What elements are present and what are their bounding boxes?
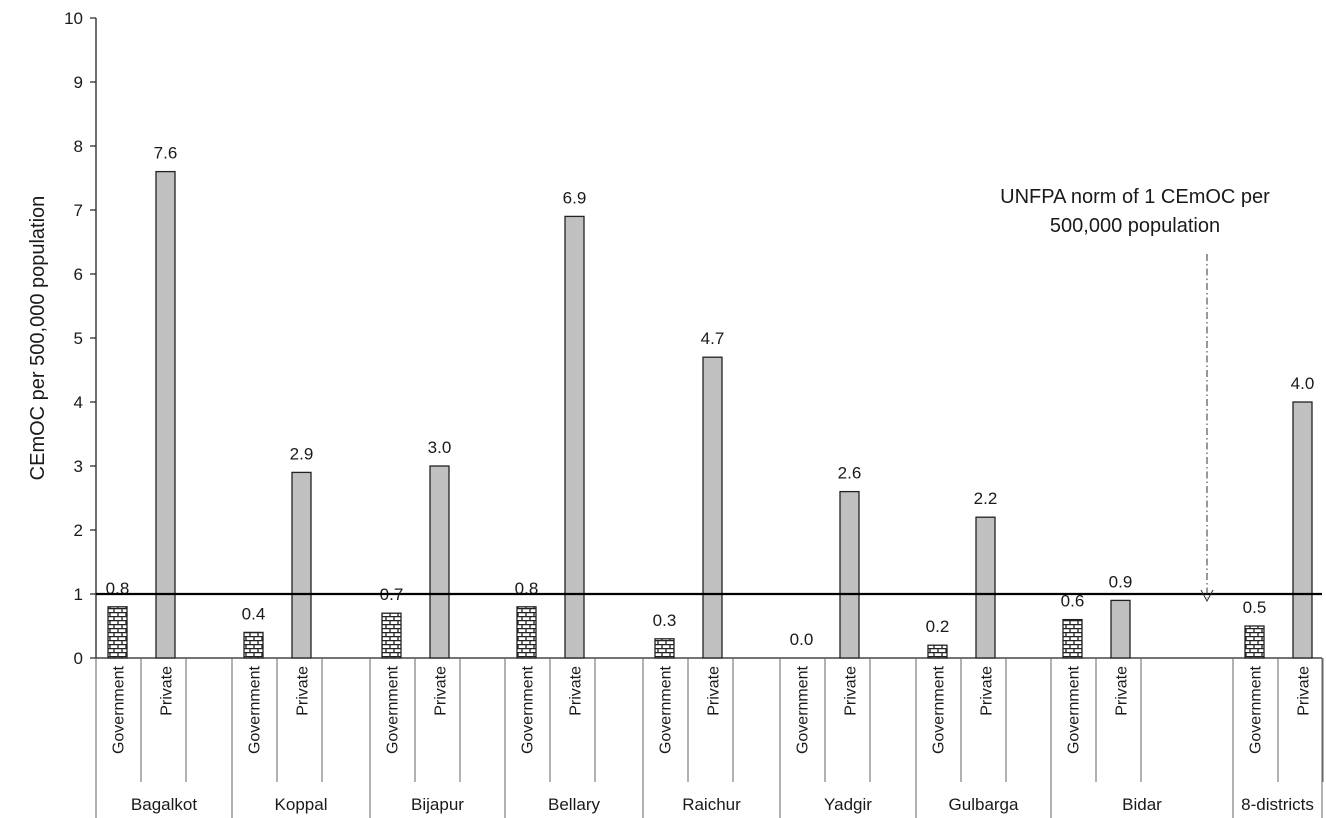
category-label: Private bbox=[295, 666, 312, 716]
group-label-bijapur: Bijapur bbox=[411, 795, 464, 814]
y-tick-label: 9 bbox=[74, 73, 83, 92]
category-label: Private bbox=[568, 666, 585, 716]
y-tick-label: 2 bbox=[74, 521, 83, 540]
data-label: 0.5 bbox=[1243, 598, 1267, 617]
government-bar-gulbarga bbox=[927, 644, 948, 659]
data-label: 2.6 bbox=[838, 464, 862, 483]
group-label-8-districts: 8-districts bbox=[1241, 795, 1314, 814]
government-bar-8-districts bbox=[1244, 625, 1265, 659]
category-label: Private bbox=[433, 666, 450, 716]
category-label: Government bbox=[385, 665, 402, 754]
category-label: Private bbox=[979, 666, 996, 716]
group-label-yadgir: Yadgir bbox=[824, 795, 872, 814]
data-label: 0.4 bbox=[242, 604, 266, 623]
y-tick-label: 6 bbox=[74, 265, 83, 284]
data-label: 0.0 bbox=[790, 630, 814, 649]
government-bar-bidar bbox=[1062, 618, 1083, 659]
private-bar-8-districts bbox=[1292, 401, 1313, 659]
private-bar-koppal bbox=[291, 471, 312, 659]
government-bar-koppal bbox=[243, 631, 264, 659]
annotation-arrowhead bbox=[1200, 589, 1214, 603]
category-label: Government bbox=[111, 665, 128, 754]
group-label-bellary: Bellary bbox=[548, 795, 600, 814]
category-label: Government bbox=[520, 665, 537, 754]
y-tick-label: 10 bbox=[64, 9, 83, 28]
data-label: 0.3 bbox=[653, 611, 677, 630]
data-label: 3.0 bbox=[428, 438, 452, 457]
category-label: Government bbox=[1066, 665, 1083, 754]
y-axis-title: CEmOC per 500,000 population bbox=[27, 196, 49, 481]
private-bar-yadgir bbox=[839, 490, 860, 659]
annotation-text: 500,000 population bbox=[1050, 215, 1220, 237]
annotation-text: UNFPA norm of 1 CEmOC per bbox=[1000, 186, 1270, 208]
category-label: Private bbox=[843, 666, 860, 716]
data-label: 7.6 bbox=[154, 144, 178, 163]
group-label-gulbarga: Gulbarga bbox=[949, 795, 1019, 814]
y-tick-label: 8 bbox=[74, 137, 83, 156]
y-tick-label: 7 bbox=[74, 201, 83, 220]
category-label: Private bbox=[159, 666, 176, 716]
data-label: 4.7 bbox=[701, 329, 725, 348]
category-label: Government bbox=[931, 665, 948, 754]
government-bar-raichur bbox=[654, 638, 675, 659]
government-bar-bagalkot bbox=[107, 606, 128, 659]
private-bar-raichur bbox=[702, 356, 723, 659]
data-label: 4.0 bbox=[1291, 374, 1315, 393]
data-label: 0.2 bbox=[926, 617, 950, 636]
group-label-raichur: Raichur bbox=[682, 795, 741, 814]
y-tick-label: 4 bbox=[74, 393, 83, 412]
y-tick-label: 1 bbox=[74, 585, 83, 604]
government-bar-bijapur bbox=[381, 612, 402, 659]
data-label: 6.9 bbox=[563, 188, 587, 207]
private-bar-bidar bbox=[1110, 599, 1131, 659]
private-bar-bijapur bbox=[429, 465, 450, 659]
private-bar-bagalkot bbox=[155, 170, 176, 659]
private-bar-gulbarga bbox=[975, 516, 996, 659]
category-label: Government bbox=[247, 665, 264, 754]
group-label-bidar: Bidar bbox=[1122, 795, 1162, 814]
data-label: 2.2 bbox=[974, 489, 998, 508]
y-tick-label: 5 bbox=[74, 329, 83, 348]
group-label-bagalkot: Bagalkot bbox=[131, 795, 197, 814]
data-label: 2.9 bbox=[290, 444, 314, 463]
private-bar-bellary bbox=[564, 215, 585, 659]
group-label-koppal: Koppal bbox=[275, 795, 328, 814]
category-label: Private bbox=[1114, 666, 1131, 716]
government-bar-bellary bbox=[516, 606, 537, 659]
annotation: UNFPA norm of 1 CEmOC per 500,000 populat… bbox=[96, 186, 1322, 603]
data-label: 0.6 bbox=[1061, 592, 1085, 611]
category-label: Government bbox=[795, 665, 812, 754]
category-label: Government bbox=[658, 665, 675, 754]
category-label: Government bbox=[1248, 665, 1265, 754]
data-label: 0.9 bbox=[1109, 572, 1133, 591]
category-label: Private bbox=[706, 666, 723, 716]
category-label: Private bbox=[1296, 666, 1313, 716]
y-tick-label: 3 bbox=[74, 457, 83, 476]
y-tick-label: 0 bbox=[74, 649, 83, 668]
